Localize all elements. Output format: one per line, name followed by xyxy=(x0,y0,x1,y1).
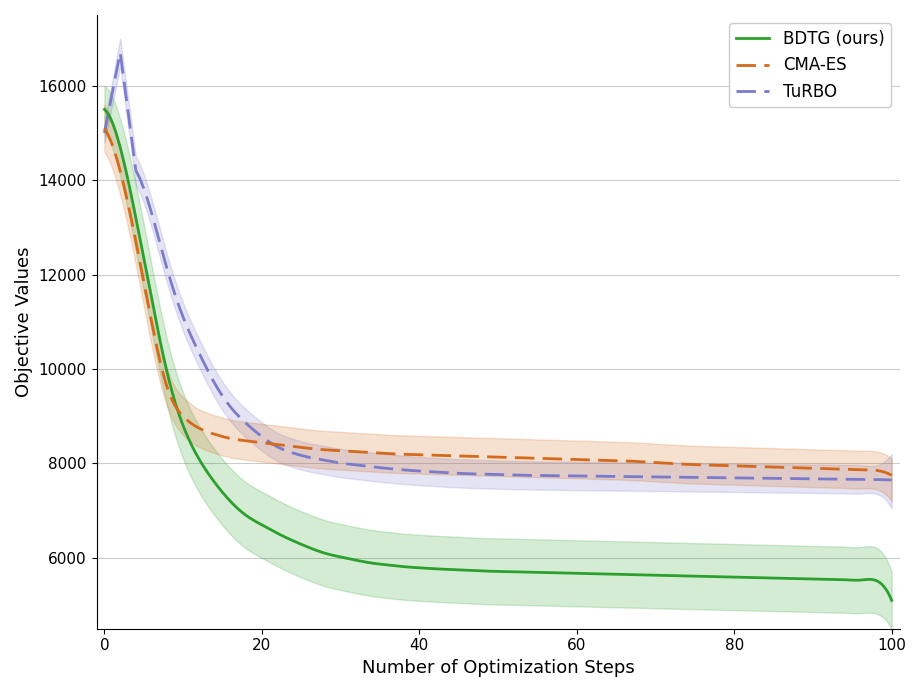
BDTG (ours) xyxy=(567,569,578,577)
BDTG (ours) xyxy=(473,567,484,575)
BDTG (ours) xyxy=(478,567,489,575)
Y-axis label: Objective Values: Objective Values xyxy=(15,246,33,397)
CMA-ES xyxy=(473,453,484,461)
CMA-ES xyxy=(99,124,110,132)
CMA-ES xyxy=(886,471,897,480)
CMA-ES xyxy=(478,453,489,461)
CMA-ES xyxy=(868,466,879,474)
BDTG (ours) xyxy=(868,576,879,584)
BDTG (ours) xyxy=(525,568,536,576)
Legend: BDTG (ours), CMA-ES, TuRBO: BDTG (ours), CMA-ES, TuRBO xyxy=(729,24,892,107)
CMA-ES xyxy=(525,454,536,462)
TuRBO xyxy=(130,167,141,175)
TuRBO xyxy=(539,471,550,480)
BDTG (ours) xyxy=(744,573,755,581)
TuRBO xyxy=(580,472,591,480)
Line: CMA-ES: CMA-ES xyxy=(104,128,892,475)
CMA-ES xyxy=(567,455,578,464)
BDTG (ours) xyxy=(99,105,110,113)
TuRBO xyxy=(490,471,501,479)
Line: TuRBO: TuRBO xyxy=(136,171,892,480)
CMA-ES xyxy=(744,462,755,471)
TuRBO xyxy=(750,474,761,482)
TuRBO xyxy=(868,475,879,484)
BDTG (ours) xyxy=(886,597,897,605)
TuRBO xyxy=(494,471,505,479)
TuRBO xyxy=(886,476,897,484)
Line: BDTG (ours): BDTG (ours) xyxy=(104,109,892,601)
X-axis label: Number of Optimization Steps: Number of Optimization Steps xyxy=(361,659,634,677)
